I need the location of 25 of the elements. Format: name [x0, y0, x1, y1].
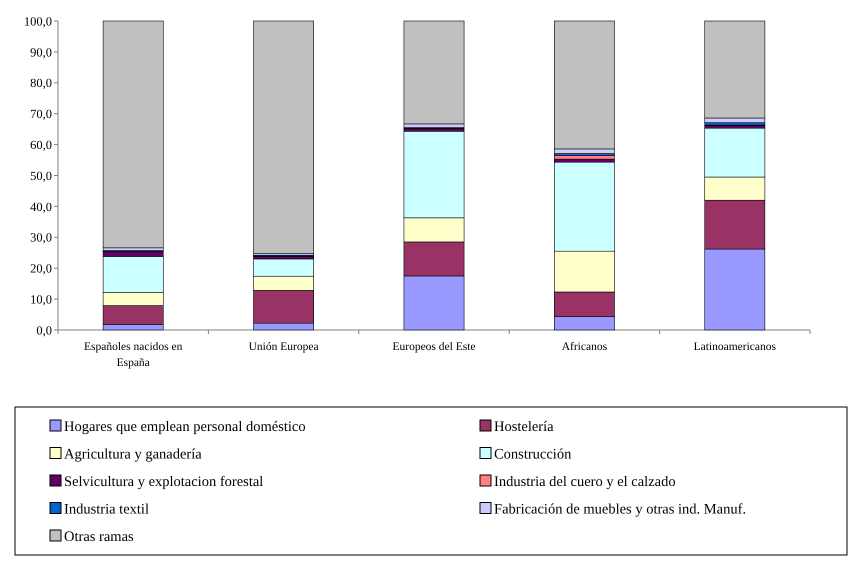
legend-label: Industria del cuero y el calzado — [494, 474, 676, 490]
legend-label: Otras ramas — [64, 529, 134, 546]
legend-label: Construcción — [494, 446, 572, 463]
legend-label: Hogares que emplean personal doméstico — [64, 419, 306, 436]
legend-label: Industria textil — [64, 502, 149, 518]
legend-label: Fabricación de muebles y otras ind. Manuf. — [494, 502, 746, 518]
x-tick-label: Africanos — [562, 341, 608, 353]
legend-label: Hostelería — [494, 419, 554, 436]
y-tick-label: 70,0 — [30, 107, 52, 122]
legend-label: Selvicultura y explotacion forestal — [64, 474, 264, 490]
y-tick-label: 50,0 — [30, 168, 52, 183]
x-tick-label: Latinoamericanos — [694, 341, 777, 353]
y-tick-label: 10,0 — [30, 292, 52, 306]
x-tick-label: Españoles nacidos en España — [84, 341, 183, 369]
y-tick-label: 90,0 — [30, 45, 52, 60]
y-tick-label: 60,0 — [30, 138, 52, 152]
y-tick-label: 20,0 — [30, 262, 52, 276]
legend-label: Agricultura y ganadería — [64, 446, 202, 463]
y-tick-label: 40,0 — [30, 200, 52, 214]
y-tick-label: 80,0 — [30, 76, 52, 90]
x-tick-label: Unión Europea — [248, 341, 319, 353]
y-tick-label: 0,0 — [36, 323, 52, 338]
x-tick-label: Europeos del Este — [392, 341, 476, 353]
y-tick-label: 100,0 — [24, 14, 52, 28]
y-tick-label: 30,0 — [30, 230, 52, 245]
